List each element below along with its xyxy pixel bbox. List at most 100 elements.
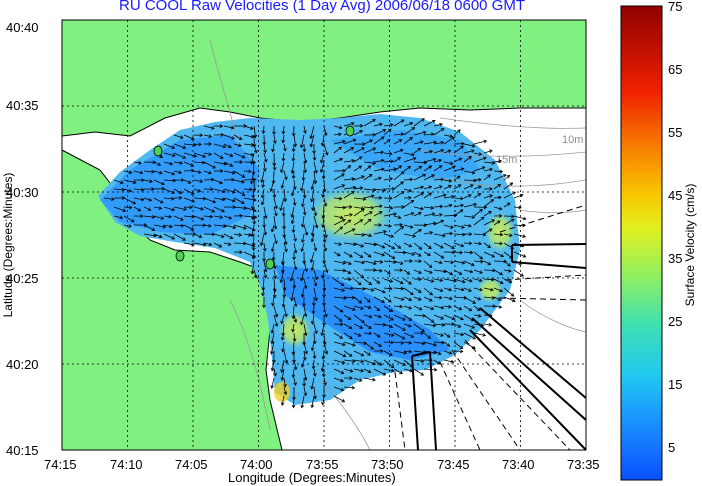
velocity-arrow [433,323,445,326]
velocity-arrow [252,206,255,220]
velocity-arrow [433,220,444,226]
velocity-arrow [373,151,384,154]
velocity-arrow [183,197,195,202]
velocity-arrow [333,296,347,299]
velocity-arrow-head [342,353,347,358]
velocity-arrow-head [251,194,256,199]
velocity-arrow-head [241,179,245,184]
velocity-arrow-head [378,223,382,227]
velocity-arrow [433,142,444,145]
velocity-arrow-head [408,281,412,285]
velocity-arrow-head [168,214,172,219]
velocity-arrow-head [231,198,236,203]
velocity-arrow-head [283,198,288,203]
velocity-arrow [113,188,125,191]
velocity-arrow [383,178,393,181]
velocity-arrow [153,206,162,209]
velocity-arrow [303,188,306,198]
velocity-arrow-head [478,177,482,182]
velocity-arrow-head [520,273,524,277]
velocity-arrow-head [198,142,202,147]
velocity-arrow-head [347,219,352,224]
velocity-arrow-head [262,304,266,309]
velocity-arrow-head [399,261,404,265]
velocity-arrow-head [263,274,268,279]
velocity-arrow-head [389,279,394,283]
velocity-arrow-head [351,228,356,232]
velocity-arrow-head [400,286,405,291]
velocity-arrow [453,314,464,320]
velocity-arrow-head [468,194,472,198]
velocity-arrow-head [471,215,476,219]
velocity-arrow [353,323,363,329]
velocity-arrow [213,224,227,227]
velocity-arrow-head [270,351,274,355]
velocity-arrow [282,341,285,352]
velocity-arrow-head [348,353,353,357]
velocity-arrow [473,269,483,274]
velocity-arrow-head [458,157,463,162]
velocity-arrow [453,323,461,328]
velocity-arrow [383,368,394,372]
velocity-arrow [463,224,472,227]
velocity-arrow-head [281,158,286,162]
velocity-arrow-head [284,176,288,181]
velocity-arrow-head [171,207,176,212]
velocity-arrow [213,152,224,159]
velocity-arrow [393,242,401,249]
velocity-arrow-head [518,205,522,210]
velocity-arrow [253,125,256,138]
velocity-arrow-head [372,161,377,166]
velocity-arrow [393,296,404,301]
velocity-arrow [253,179,255,192]
velocity-arrow [163,161,173,165]
velocity-arrow [453,129,461,136]
velocity-arrow-head [274,313,279,318]
velocity-arrow [433,179,444,181]
velocity-arrow [303,125,306,134]
velocity-arrow-head [408,188,413,193]
velocity-arrow [183,179,191,184]
velocity-arrow [183,215,195,218]
velocity-arrow-head [448,178,453,183]
velocity-arrow [423,213,435,217]
velocity-arrow [493,287,503,292]
velocity-arrow-head [418,289,422,293]
velocity-arrow [303,224,308,236]
velocity-arrow [373,269,383,272]
velocity-arrow-head [389,205,394,210]
velocity-arrow [243,143,254,146]
velocity-arrow [173,224,184,227]
velocity-arrow [292,323,295,332]
velocity-arrow-head [430,205,435,210]
velocity-arrow [443,305,452,308]
velocity-arrow-head [137,208,142,212]
velocity-arrow [311,377,315,390]
velocity-arrow-head [291,328,296,333]
velocity-arrow [213,197,225,201]
velocity-arrow [133,170,143,174]
velocity-arrow [413,212,422,217]
velocity-arrow-head [390,234,395,238]
velocity-arrow-head [310,198,314,203]
velocity-arrow-head [283,383,287,388]
velocity-arrow [403,137,413,145]
velocity-arrow-head [272,194,277,199]
velocity-arrow-head [471,170,476,175]
velocity-arrow [463,203,477,208]
colorbar-tick-label: 45 [668,188,683,203]
velocity-arrow-head [249,187,253,192]
velocity-arrow-head [379,122,383,127]
velocity-arrow [253,143,257,153]
velocity-arrow-head [390,317,394,321]
velocity-arrow-head [289,278,294,282]
velocity-arrow-head [411,127,416,131]
velocity-arrow [503,296,516,302]
y-tick-label: 40:15 [6,443,39,458]
velocity-arrow [493,160,502,163]
velocity-arrow [343,332,353,340]
velocity-arrow-head [409,291,414,296]
velocity-arrow-head [260,179,264,184]
velocity-arrow [463,156,472,163]
